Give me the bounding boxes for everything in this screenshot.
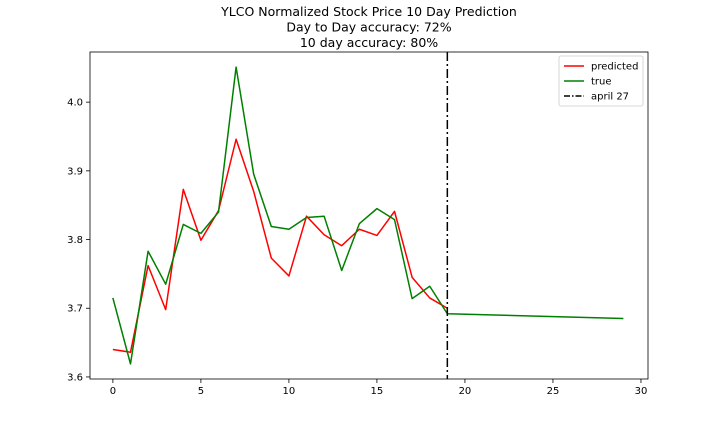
y-tick-label: 3.7 [67, 304, 83, 315]
y-tick-label: 4.0 [67, 98, 83, 109]
x-tick-label: 15 [371, 386, 384, 397]
legend-box [558, 55, 644, 107]
title-line: Day to Day accuracy: 72% [286, 20, 451, 35]
x-tick-label: 25 [547, 386, 560, 397]
x-tick-label: 5 [198, 386, 204, 397]
y-tick-label: 3.6 [67, 372, 83, 383]
series-line-predicted [112, 138, 448, 353]
title-line: 10 day accuracy: 80% [300, 35, 438, 50]
legend-label: predicted [591, 62, 638, 73]
legend-label: april 27 [591, 92, 629, 103]
title-line: YLCO Normalized Stock Price 10 Day Predi… [220, 4, 517, 19]
legend-label: true [591, 77, 612, 88]
plot-area: 0 5 10 15 20 25 30 3.6 3.7 3.8 3.9 4.0 [67, 51, 649, 397]
x-tick-label: 30 [635, 386, 648, 397]
series-line-true [112, 66, 624, 365]
x-tick-label: 10 [283, 386, 296, 397]
chart-title: YLCO Normalized Stock Price 10 Day Predi… [220, 4, 517, 50]
legend: predicted true april 27 [558, 55, 644, 107]
x-tick-label: 20 [459, 386, 472, 397]
y-tick-label: 3.8 [67, 235, 83, 246]
y-tick-label: 3.9 [67, 166, 83, 177]
axes-frame [89, 51, 649, 380]
x-tick-label: 0 [110, 386, 116, 397]
